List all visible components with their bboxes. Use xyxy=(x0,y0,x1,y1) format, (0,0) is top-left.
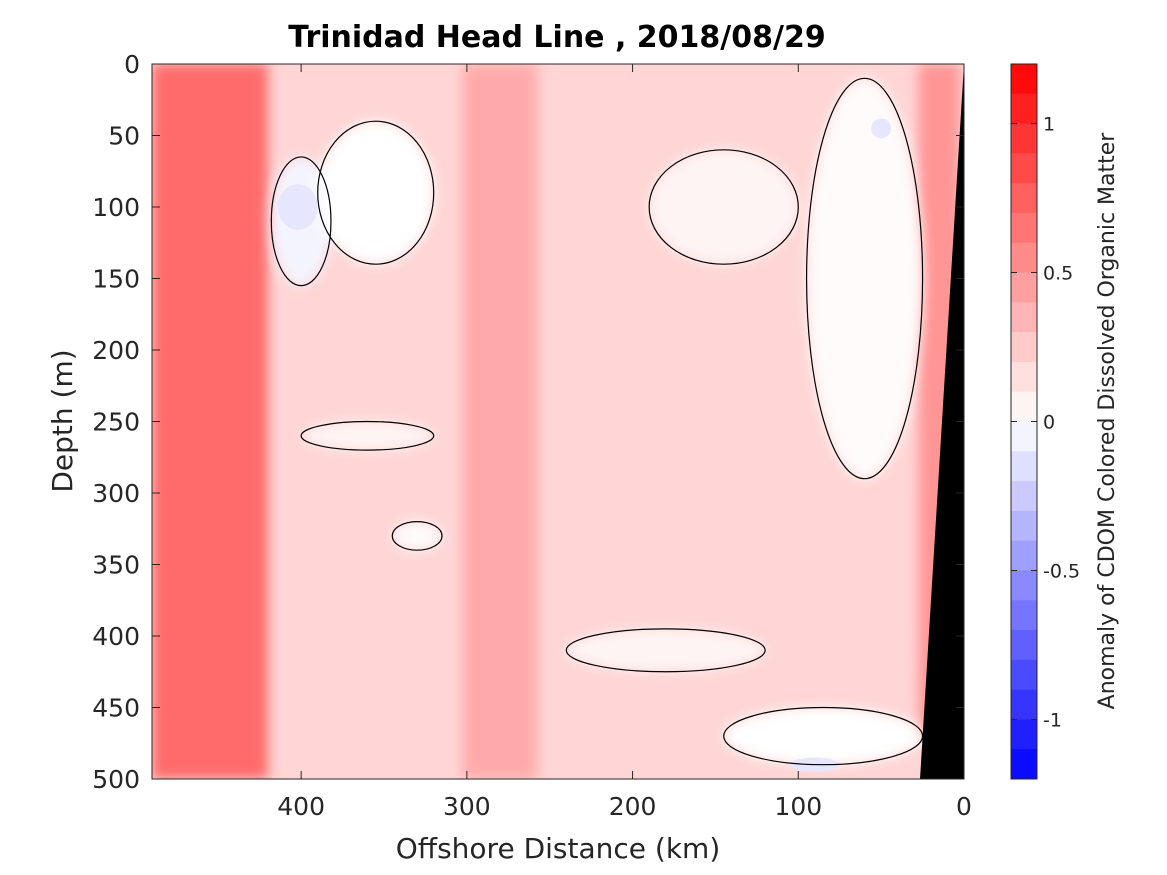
plot-area xyxy=(152,64,964,779)
y-tick-label: 350 xyxy=(92,551,140,580)
y-tick-label: 450 xyxy=(92,694,140,723)
colorbar-segment xyxy=(1011,659,1037,691)
zero-contour-6 xyxy=(565,628,766,673)
x-axis-label: Offshore Distance (km) xyxy=(396,832,721,865)
colorbar-segment xyxy=(1011,153,1037,184)
colorbar-segment xyxy=(1011,183,1037,214)
zero-contour-3 xyxy=(805,77,924,480)
zero-contour-4 xyxy=(300,420,435,451)
colorbar-segment xyxy=(1011,421,1037,452)
colorbar-segment xyxy=(1011,123,1037,154)
y-axis-label: Depth (m) xyxy=(46,349,79,492)
colorbar-segment xyxy=(1011,481,1037,512)
colorbar-segment xyxy=(1011,361,1037,393)
y-tick-label: 0 xyxy=(124,50,140,79)
anomaly-field xyxy=(152,64,964,779)
colorbar-segment xyxy=(1011,391,1037,422)
x-tick-label: 300 xyxy=(443,792,491,821)
colorbar-segment xyxy=(1011,242,1037,274)
colorbar-segment xyxy=(1011,510,1037,542)
low-anomaly-patch-7 xyxy=(723,707,923,765)
colorbar-segment xyxy=(1011,64,1037,95)
low-anomaly-patch-2 xyxy=(649,149,799,265)
zero-contour-1 xyxy=(317,120,435,265)
zero-contour-0 xyxy=(270,156,332,287)
x-tick-label: 0 xyxy=(956,792,972,821)
x-tick-label: 200 xyxy=(609,792,657,821)
colorbar-segment xyxy=(1011,451,1037,482)
colorbar-segment xyxy=(1011,332,1037,363)
colorbar-label: Anomaly of CDOM Colored Dissolved Organi… xyxy=(1095,132,1120,710)
colorbar-tick-label: -0.5 xyxy=(1043,560,1080,582)
colorbar-segment xyxy=(1011,689,1037,720)
bottom-mask xyxy=(920,64,964,779)
colorbar-segment xyxy=(1011,630,1037,661)
y-tick-label: 250 xyxy=(92,408,140,437)
colorbar-segment xyxy=(1011,93,1037,125)
low-anomaly-patch-1 xyxy=(317,121,434,265)
zero-contour-2 xyxy=(648,149,799,265)
colorbar-segment xyxy=(1011,570,1037,601)
colorbar-segment xyxy=(1011,719,1037,750)
colorbar-segment xyxy=(1011,749,1037,780)
x-axis: 400 300 200 100 0 xyxy=(277,64,972,821)
low-anomaly-patch-5 xyxy=(392,521,442,551)
negative-anomaly-patch-0 xyxy=(277,184,318,230)
colorbar-segment xyxy=(1011,600,1037,631)
zero-contour-5 xyxy=(391,521,443,551)
y-axis: 0 50 100 150 200 250 300 350 400 450 500 xyxy=(92,50,964,794)
chart-title: Trinidad Head Line , 2018/08/29 xyxy=(288,20,825,55)
colorbar-segment xyxy=(1011,540,1037,571)
anomaly-column-0 xyxy=(152,64,268,779)
anomaly-column-1 xyxy=(462,64,538,779)
colorbar-tick-label: 0 xyxy=(1043,412,1055,434)
y-tick-label: 300 xyxy=(92,479,140,508)
zero-contours xyxy=(270,77,924,766)
y-tick-label: 100 xyxy=(92,193,140,222)
y-tick-label: 50 xyxy=(108,122,140,151)
x-tick-label: 100 xyxy=(774,792,822,821)
y-tick-label: 150 xyxy=(92,265,140,294)
colorbar-tick-label: 1 xyxy=(1043,114,1055,136)
colorbar-segment xyxy=(1011,302,1037,333)
colorbar-segment xyxy=(1011,212,1037,244)
negative-anomaly-patch-1 xyxy=(871,118,892,139)
colorbar-segment xyxy=(1011,272,1037,303)
colorbar: 1 0.5 0 -0.5 -1 xyxy=(1010,63,1080,780)
zero-contour-7 xyxy=(723,706,924,766)
colorbar-tick-label: 0.5 xyxy=(1043,263,1073,285)
y-tick-label: 400 xyxy=(92,622,140,651)
low-anomaly-patch-3 xyxy=(806,78,923,479)
y-tick-label: 500 xyxy=(92,765,140,794)
low-anomaly-patch-6 xyxy=(566,628,766,672)
colorbar-tick-label: -1 xyxy=(1043,709,1062,731)
y-tick-label: 200 xyxy=(92,336,140,365)
low-anomaly-patch-4 xyxy=(301,421,434,451)
x-tick-label: 400 xyxy=(277,792,325,821)
